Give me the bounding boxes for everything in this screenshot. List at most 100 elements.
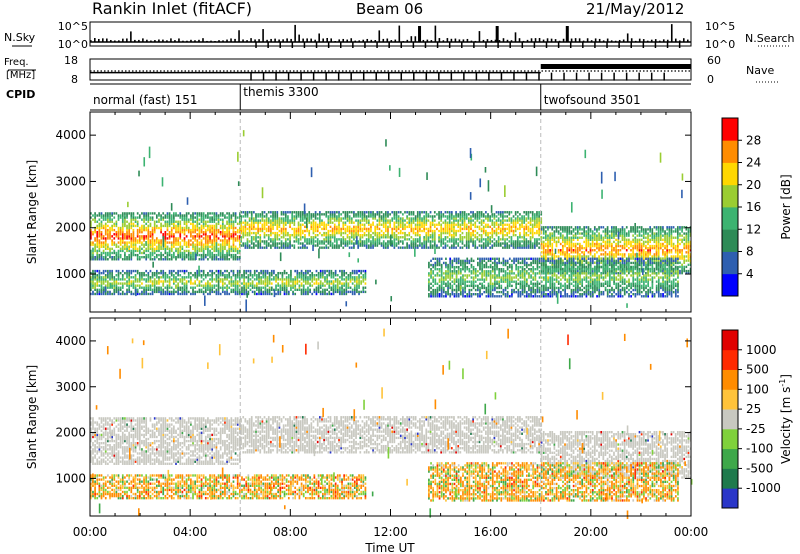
range-cell [679, 251, 681, 254]
range-cell [219, 243, 222, 246]
range-cell [604, 236, 607, 239]
range-cell [98, 230, 101, 234]
range-cell [446, 231, 449, 235]
range-cell [329, 244, 332, 247]
range-cell [557, 251, 560, 254]
range-cell [685, 271, 688, 275]
range-cell [540, 226, 543, 229]
range-cell [672, 236, 675, 239]
range-cell [175, 230, 177, 234]
range-cell [183, 218, 186, 221]
range-cell [240, 240, 242, 243]
range-cell [234, 214, 237, 217]
range-cell [461, 211, 464, 214]
range-cell [183, 290, 186, 294]
range-cell [395, 219, 398, 222]
range-cell [304, 244, 306, 247]
range-cell [508, 211, 511, 214]
range-cell [389, 221, 391, 224]
range-cell [408, 225, 411, 229]
range-cell [190, 216, 192, 219]
range-cell [655, 253, 658, 256]
range-cell [487, 238, 489, 241]
range-cell [598, 249, 600, 252]
range-cell [512, 242, 515, 245]
range-cell [410, 236, 413, 239]
range-cell [662, 249, 664, 252]
cpid-mode-label: twofsound 3501 [544, 93, 641, 107]
range-cell [190, 255, 192, 259]
range-cell [551, 226, 554, 229]
range-cell [444, 242, 447, 245]
range-cell [687, 244, 690, 248]
range-cell [506, 215, 509, 218]
range-cell [244, 225, 247, 229]
range-cell [450, 246, 453, 249]
range-cell [147, 216, 150, 219]
range-cell [433, 219, 436, 222]
range-cell [516, 242, 519, 245]
range-cell [98, 271, 101, 275]
noise-bar [146, 39, 148, 42]
range-cell [145, 253, 148, 257]
range-cell [523, 217, 526, 220]
range-cell [100, 251, 103, 255]
range-cell [623, 232, 626, 235]
range-cell [632, 230, 634, 233]
range-cell [387, 233, 389, 237]
range-cell [221, 230, 224, 234]
range-cell [255, 236, 257, 239]
range-cell [207, 258, 209, 261]
range-cell [568, 246, 571, 250]
range-cell [674, 244, 677, 248]
range-cell [402, 221, 404, 224]
range-cell [162, 290, 165, 294]
range-cell [502, 229, 504, 233]
range-cell [480, 244, 483, 247]
range-cell [414, 223, 417, 226]
range-cell [316, 227, 319, 231]
range-cell [314, 225, 317, 229]
range-cell [630, 253, 632, 256]
range-cell [602, 271, 605, 275]
nave-gap [400, 72, 403, 81]
range-cell [228, 216, 231, 219]
range-cell [414, 227, 417, 231]
range-cell [423, 211, 426, 214]
range-cell [213, 245, 216, 248]
range-cell [204, 288, 207, 292]
range-cell [151, 284, 154, 287]
range-cell [457, 223, 460, 226]
range-cell [485, 211, 487, 214]
range-cell [572, 251, 575, 254]
range-cell [468, 240, 470, 243]
range-cell [183, 243, 186, 246]
range-cell [221, 249, 224, 253]
range-cell [136, 220, 139, 223]
range-cell [645, 255, 647, 258]
range-cell [215, 216, 218, 219]
range-cell [224, 216, 226, 219]
range-cell [404, 236, 406, 239]
range-cell [589, 244, 592, 248]
range-cell [173, 253, 175, 257]
range-cell [615, 251, 617, 254]
noise-bar [426, 39, 429, 42]
range-cell [604, 255, 607, 258]
range-cell [610, 246, 613, 250]
range-cell [90, 280, 92, 283]
range-cell [276, 233, 279, 237]
range-cell [412, 238, 415, 241]
range-cell [600, 246, 603, 250]
range-cell [183, 288, 186, 292]
range-cell [657, 251, 660, 254]
range-cell [147, 253, 150, 257]
range-cell [495, 215, 498, 218]
range-cell [502, 246, 504, 249]
range-cell [521, 221, 523, 224]
range-cell [491, 221, 494, 224]
range-cell [183, 222, 186, 226]
range-cell [619, 261, 622, 264]
range-cell [685, 228, 688, 231]
range-cell [681, 255, 683, 258]
